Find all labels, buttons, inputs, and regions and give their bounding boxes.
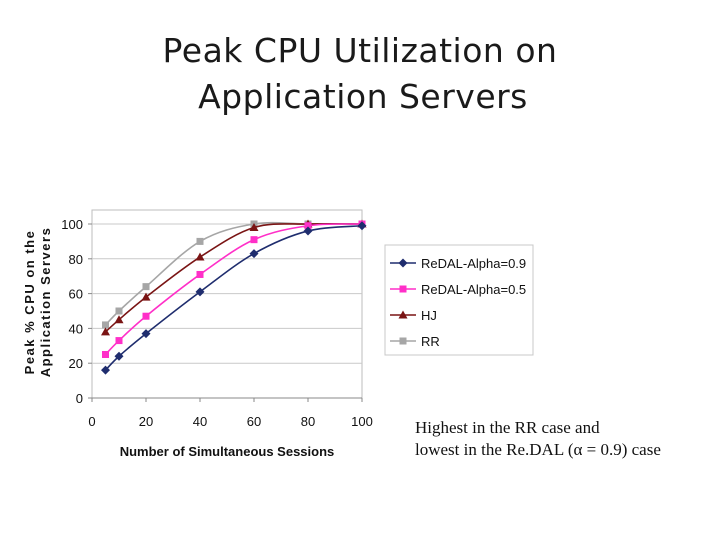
plot-frame: [91, 209, 363, 399]
y-tick-label: 40: [69, 321, 83, 336]
series-hj: [101, 219, 367, 336]
data-point-redal-alpha-0-9: [114, 351, 124, 361]
data-point-hj: [141, 292, 151, 301]
x-tick-label: 60: [247, 414, 261, 429]
legend-marker: [398, 258, 408, 268]
legend-item-redal-alpha-0-9: ReDAL-Alpha=0.9: [390, 256, 526, 271]
legend-label: ReDAL-Alpha=0.9: [421, 256, 526, 271]
data-point-redal-alpha-0-5: [115, 337, 123, 345]
legend-item-hj: HJ: [390, 308, 437, 323]
caption-line-2: lowest in the Re.DAL (α = 0.9) case: [415, 440, 661, 459]
y-tick-label: 0: [76, 391, 83, 406]
legend-label: ReDAL-Alpha=0.5: [421, 282, 526, 297]
legend-item-redal-alpha-0-5: ReDAL-Alpha=0.5: [390, 282, 526, 297]
data-point-rr: [115, 307, 123, 315]
data-point-redal-alpha-0-9: [101, 365, 110, 375]
data-point-hj: [114, 315, 124, 324]
series-redal-alpha-0-9: [101, 221, 367, 375]
legend-label: HJ: [421, 308, 437, 323]
data-point-redal-alpha-0-5: [304, 222, 312, 230]
data-point-redal-alpha-0-5: [142, 312, 150, 320]
y-tick-label: 100: [61, 217, 83, 232]
data-point-redal-alpha-0-9: [249, 249, 259, 259]
data-point-hj: [249, 222, 259, 231]
slide-title-line-1: Peak CPU Utilization on: [162, 31, 558, 70]
slide-title-line-2: Application Servers: [198, 77, 528, 116]
series-line-rr: [104, 221, 362, 326]
x-tick-label: 0: [88, 414, 95, 429]
x-tick-label: 100: [351, 414, 373, 429]
slide-title: Peak CPU Utilization on Application Serv…: [0, 28, 720, 120]
data-point-redal-alpha-0-5: [250, 236, 258, 244]
y-tick-label: 20: [69, 356, 83, 371]
axis-layer: 0 20 40 60 80 100 0 20 40 60 80 100: [61, 217, 373, 429]
y-tick-label: 80: [69, 252, 83, 267]
data-point-redal-alpha-0-5: [102, 351, 109, 358]
caption: Highest in the RR case and lowest in the…: [415, 417, 661, 461]
legend-marker: [399, 285, 407, 293]
legend: ReDAL-Alpha=0.9 ReDAL-Alpha=0.5 HJ RR: [384, 244, 534, 356]
legend-item-rr: RR: [390, 334, 440, 349]
data-point-rr: [142, 283, 150, 291]
grid-layer: [91, 209, 363, 399]
x-axis-label: Number of Simultaneous Sessions: [120, 444, 335, 459]
x-tick-label: 20: [139, 414, 153, 429]
series-layer: [101, 219, 367, 375]
x-tick-label: 80: [301, 414, 315, 429]
data-point-redal-alpha-0-9: [303, 226, 313, 236]
y-tick-label: 60: [69, 287, 83, 302]
y-axis-label-line-1: Peak % CPU on the: [22, 230, 37, 375]
y-axis-label-line-2: Application Servers: [38, 227, 53, 378]
data-point-rr: [102, 321, 109, 329]
legend-label: RR: [421, 334, 440, 349]
legend-marker: [399, 337, 407, 345]
caption-line-1: Highest in the RR case and: [415, 418, 600, 437]
data-point-hj: [101, 327, 110, 336]
legend-marker: [398, 310, 408, 319]
data-point-redal-alpha-0-9: [357, 221, 367, 231]
y-axis-label: Peak % CPU on the Application Servers: [22, 227, 53, 378]
data-point-redal-alpha-0-5: [196, 270, 204, 278]
data-point-rr: [196, 237, 204, 245]
x-tick-label: 40: [193, 414, 207, 429]
data-point-redal-alpha-0-9: [195, 287, 205, 297]
data-point-hj: [195, 252, 205, 261]
data-point-redal-alpha-0-9: [141, 329, 151, 339]
